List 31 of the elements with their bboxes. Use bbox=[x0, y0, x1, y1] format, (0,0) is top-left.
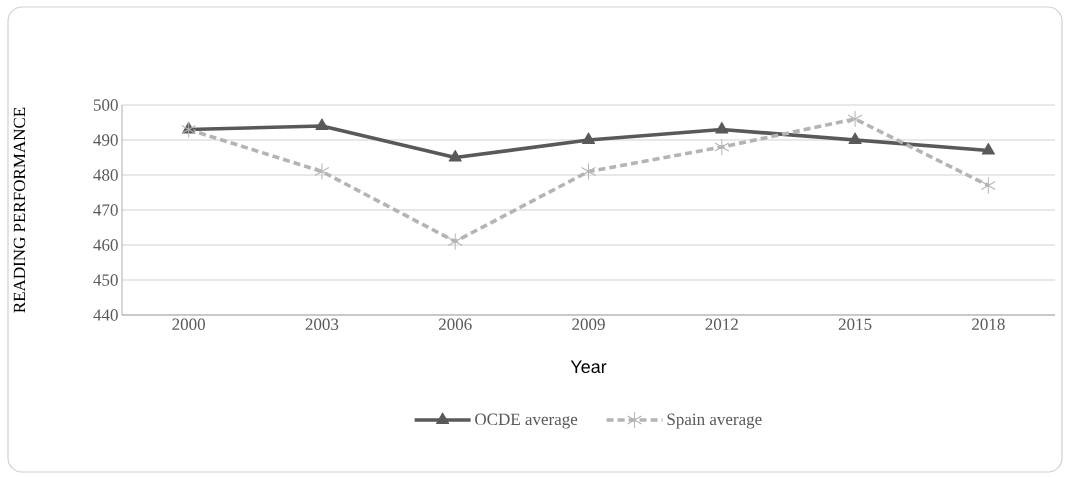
y-tick-label: 500 bbox=[93, 99, 118, 111]
y-tick-label: 480 bbox=[93, 169, 118, 181]
x-axis-title: Year bbox=[570, 360, 607, 374]
x-tick-label: 2012 bbox=[705, 318, 738, 331]
y-tick-label: 470 bbox=[93, 204, 118, 216]
point bbox=[581, 132, 596, 144]
y-tick-label: 450 bbox=[93, 274, 118, 286]
point bbox=[314, 163, 330, 180]
y-tick-label: 460 bbox=[93, 239, 118, 251]
point bbox=[848, 132, 862, 144]
point bbox=[714, 138, 730, 156]
point bbox=[981, 143, 995, 155]
point bbox=[448, 150, 462, 162]
point bbox=[980, 177, 996, 194]
point bbox=[315, 118, 329, 130]
y-tick-label: 440 bbox=[93, 309, 118, 321]
point bbox=[715, 122, 729, 134]
y-tick-label: 490 bbox=[93, 134, 118, 146]
point bbox=[447, 233, 463, 250]
x-tick-label: 2006 bbox=[438, 318, 472, 331]
legend-label: OCDE average bbox=[475, 413, 578, 429]
point bbox=[181, 121, 197, 139]
y-axis-title: READING PERFORMANCE bbox=[13, 107, 26, 313]
legend-label: Spain average bbox=[667, 413, 762, 429]
x-tick-label: 2018 bbox=[972, 318, 1005, 331]
x-tick-label: 2003 bbox=[305, 318, 339, 331]
x-tick-label: 2009 bbox=[572, 318, 605, 331]
point bbox=[581, 163, 596, 180]
x-tick-label: 2000 bbox=[172, 318, 205, 331]
x-tick-label: 2015 bbox=[838, 318, 872, 331]
point bbox=[847, 110, 863, 128]
